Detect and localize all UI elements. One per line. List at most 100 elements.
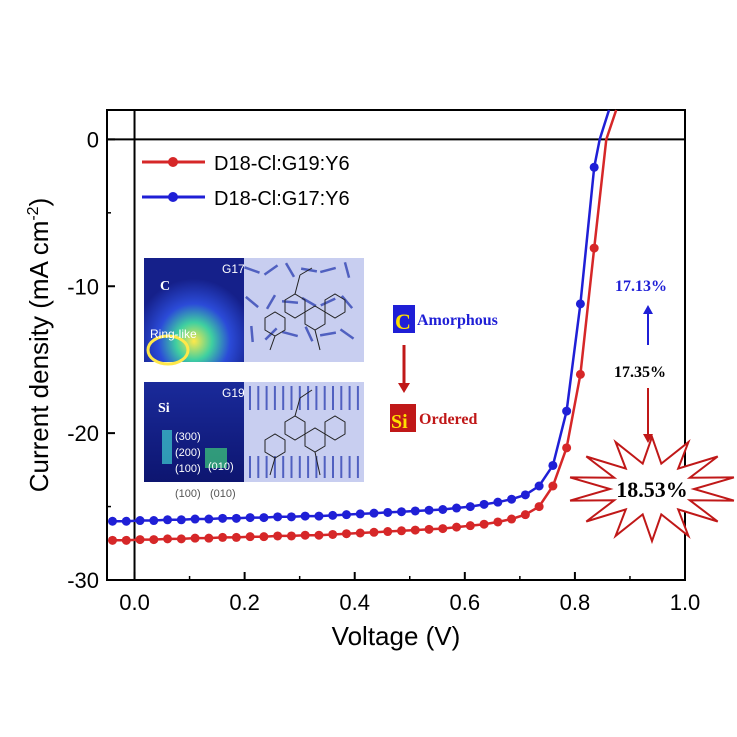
data-point xyxy=(273,512,283,522)
data-point xyxy=(204,514,214,524)
data-point xyxy=(328,529,338,539)
inset-g17-ring xyxy=(146,334,190,366)
data-point xyxy=(163,534,173,544)
data-point xyxy=(204,533,214,543)
inset-g19-stripe-2 xyxy=(205,448,227,468)
y-axis-title-sup: -2 xyxy=(25,206,42,220)
data-point xyxy=(286,531,296,541)
ordered-text: Ordered xyxy=(419,411,477,428)
random-bar xyxy=(265,294,277,310)
data-point xyxy=(465,521,475,531)
data-point xyxy=(314,511,324,521)
data-point xyxy=(355,528,365,538)
data-point xyxy=(383,507,393,517)
data-point xyxy=(507,514,517,524)
data-point xyxy=(520,510,530,520)
data-point xyxy=(273,531,283,541)
inset-bottom-peak-010: (010) xyxy=(210,488,236,500)
inset-g17-ringlike-label: Ring-like xyxy=(150,327,197,341)
inset-g19: Si G19 (300) (200) (100) (010) (100) (01… xyxy=(144,382,364,500)
data-point xyxy=(176,515,186,525)
random-bar xyxy=(319,266,337,274)
morphology-arrow-head xyxy=(398,383,410,393)
data-point xyxy=(341,510,351,520)
data-point xyxy=(259,532,269,542)
data-point xyxy=(149,535,159,545)
series-layer xyxy=(108,109,618,545)
pce-down-arrow-head xyxy=(643,434,653,443)
zero-lines xyxy=(107,110,685,580)
inset-g19-molecule-panel xyxy=(244,382,364,482)
random-bar xyxy=(263,264,279,276)
data-point xyxy=(548,481,558,491)
pce-mid: 17.35% xyxy=(614,364,666,381)
data-point xyxy=(176,534,186,544)
inset-g17-tag: G17 xyxy=(222,262,245,276)
y-tick-label: -30 xyxy=(67,568,99,593)
data-point xyxy=(397,507,407,517)
data-point xyxy=(410,525,420,535)
data-point xyxy=(534,502,544,512)
data-point xyxy=(575,299,585,309)
random-bar xyxy=(320,297,336,307)
data-point xyxy=(314,530,324,540)
data-point xyxy=(341,529,351,539)
series-g19 xyxy=(108,109,618,545)
data-point xyxy=(410,506,420,516)
data-point xyxy=(245,532,255,542)
pce-burst xyxy=(569,433,735,545)
data-point xyxy=(190,533,200,543)
data-point xyxy=(108,535,118,545)
y-tick-label: -20 xyxy=(67,421,99,446)
ordered-letter: Si xyxy=(391,411,408,433)
data-point xyxy=(163,515,173,525)
data-point xyxy=(328,510,338,520)
random-bar xyxy=(281,300,299,304)
data-point xyxy=(259,513,269,523)
random-bar xyxy=(319,331,337,337)
data-point xyxy=(300,511,310,521)
data-point xyxy=(108,516,118,526)
inset-g19-peak-100: (100) xyxy=(175,463,201,475)
data-point xyxy=(121,516,131,526)
x-tick-label: 0.2 xyxy=(229,590,260,615)
random-bar xyxy=(343,261,351,279)
x-tick-label: 1.0 xyxy=(670,590,701,615)
y-tick-label: 0 xyxy=(87,127,99,152)
pce-g19: 18.53% xyxy=(616,477,688,502)
inset-g19-peak-010: (010) xyxy=(208,461,234,473)
data-point xyxy=(520,490,530,500)
y-axis-title-close: ) xyxy=(24,198,54,207)
data-point xyxy=(479,519,489,529)
inset-g17-molecule-panel xyxy=(244,258,364,362)
data-point xyxy=(493,517,503,527)
data-point xyxy=(218,513,228,523)
data-point xyxy=(383,527,393,537)
x-tick-label: 0.8 xyxy=(560,590,591,615)
data-point xyxy=(149,516,159,526)
morphology-arrow xyxy=(398,345,410,393)
random-bar xyxy=(304,326,314,342)
data-point xyxy=(548,460,558,470)
data-point xyxy=(438,524,448,534)
legend-label-g19: D18-Cl:G19:Y6 xyxy=(214,153,350,175)
data-point xyxy=(121,535,131,545)
x-tick-label: 0.0 xyxy=(119,590,150,615)
inset-g17: C Ring-like G17 xyxy=(144,258,364,366)
y-axis-title-main: Current density (mA cm xyxy=(24,221,54,493)
pce-g17: 17.13% xyxy=(615,278,667,295)
ordered-letter-box xyxy=(390,404,416,432)
inset-g19-stripe-1 xyxy=(162,430,172,464)
data-point xyxy=(190,514,200,524)
inset-bottom-peak-100: (100) xyxy=(175,488,201,500)
data-point xyxy=(479,499,489,509)
data-point xyxy=(231,513,241,523)
data-point xyxy=(507,494,517,504)
data-point xyxy=(286,512,296,522)
random-bar xyxy=(281,330,299,338)
random-bar xyxy=(244,266,260,274)
inset-g19-molecule xyxy=(264,389,346,476)
inset-g17-molecule xyxy=(264,267,346,351)
data-point xyxy=(218,532,228,542)
inset-g17-random-bars xyxy=(244,261,355,343)
